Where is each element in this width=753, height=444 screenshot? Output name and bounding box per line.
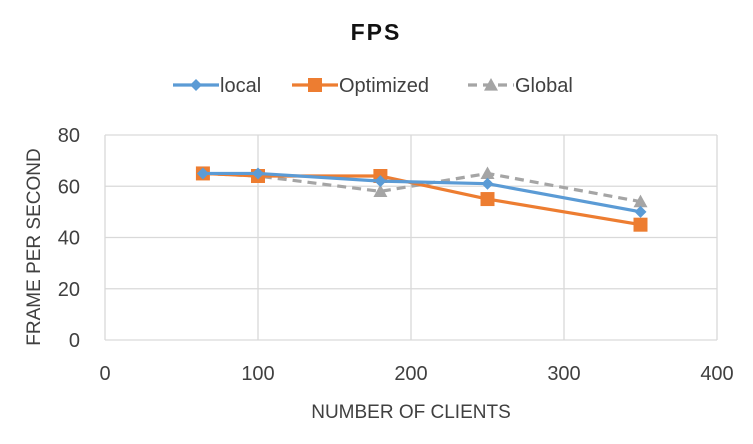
y-axis-ticks: 0 20 40 60 80 xyxy=(58,125,80,352)
legend-swatch-marker xyxy=(190,79,202,91)
y-axis-label: FRAME PER SECOND xyxy=(24,148,45,345)
series-local xyxy=(196,167,647,218)
series-line-local xyxy=(202,171,641,214)
data-point-global xyxy=(480,166,495,180)
x-axis-label: NUMBER OF CLIENTS xyxy=(311,402,511,423)
legend-swatch-marker xyxy=(484,78,498,91)
legend-label: Optimized xyxy=(339,75,429,97)
data-point-global xyxy=(633,194,648,208)
data-point-local xyxy=(196,167,209,180)
y-tick-label: 60 xyxy=(58,176,80,198)
legend-label: Global xyxy=(515,75,573,97)
y-tick-label: 80 xyxy=(58,125,80,147)
legend-item-optimized: Optimized xyxy=(292,75,429,97)
data-point-optimized xyxy=(633,217,648,232)
y-tick-label: 40 xyxy=(58,228,80,250)
data-point-global xyxy=(373,184,388,197)
data-point-local xyxy=(481,177,494,190)
chart-title: FPS xyxy=(351,19,402,45)
x-tick-label: 0 xyxy=(99,363,110,385)
x-axis-ticks: 0 100 200 300 400 xyxy=(99,363,733,385)
legend-item-global: Global xyxy=(468,75,573,97)
data-point-local xyxy=(374,175,387,188)
data-point-local xyxy=(252,167,264,180)
data-point-optimized xyxy=(480,192,495,207)
data-point-local xyxy=(634,205,647,218)
y-tick-label: 0 xyxy=(69,330,80,352)
plot-series xyxy=(195,166,648,232)
legend-label: local xyxy=(220,75,261,97)
legend-item-local: local xyxy=(173,75,261,97)
y-tick-label: 20 xyxy=(58,279,80,301)
x-tick-label: 400 xyxy=(700,363,733,385)
x-tick-label: 300 xyxy=(547,363,580,385)
x-tick-label: 200 xyxy=(394,363,427,385)
chart-legend: local Optimized Global xyxy=(173,75,573,97)
x-tick-label: 100 xyxy=(241,363,274,385)
series-line-global xyxy=(202,171,641,204)
plot-gridlines xyxy=(104,134,718,341)
legend-swatch-marker xyxy=(308,78,322,92)
